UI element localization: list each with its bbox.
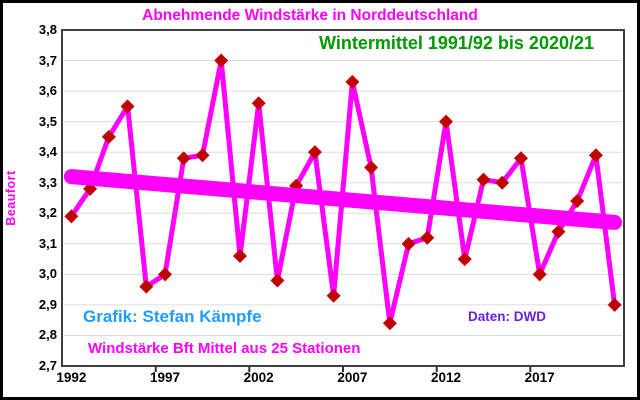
data-point-2009 <box>382 316 397 331</box>
data-point-2002 <box>251 96 266 111</box>
data-point-2010 <box>401 236 416 251</box>
data-point-1994 <box>101 129 116 144</box>
x-tick-label: 2012 <box>431 370 462 385</box>
data-point-2021 <box>607 297 622 312</box>
data-point-2007 <box>345 74 360 89</box>
data-point-2003 <box>270 273 285 288</box>
x-tick-label: 2017 <box>524 370 555 385</box>
x-tick-label: 2007 <box>337 370 368 385</box>
y-tick-label: 2,8 <box>38 327 57 343</box>
chart-subtitle: Wintermittel 1991/92 bis 2020/21 <box>319 33 594 53</box>
y-tick-label: 3,7 <box>38 52 57 68</box>
data-point-2017 <box>532 267 547 282</box>
y-tick-label: 3,8 <box>38 22 57 37</box>
y-tick-label: 3,3 <box>38 174 57 190</box>
y-tick-label: 3,1 <box>38 235 57 251</box>
chart-title: Abnehmende Windstärke in Norddeutschland <box>142 7 478 24</box>
data-point-2015 <box>495 175 510 190</box>
data-point-1996 <box>139 279 154 294</box>
y-tick-label: 3,6 <box>38 83 57 99</box>
data-point-2011 <box>420 230 435 245</box>
credit-text: Grafik: Stefan Kämpfe <box>83 307 262 326</box>
data-point-1998 <box>176 151 191 166</box>
chart-canvas <box>61 29 625 372</box>
y-tick-label: 3,2 <box>38 205 57 221</box>
data-point-1997 <box>158 267 173 282</box>
x-tick-label: 2002 <box>243 370 274 385</box>
x-tick-label: 1992 <box>56 370 87 385</box>
series-caption-text: Windstärke Bft Mittel aus 25 Stationen <box>88 340 361 357</box>
y-tick-label: 3,4 <box>38 144 57 160</box>
data-point-2001 <box>232 249 247 264</box>
x-tick-label: 1997 <box>150 370 181 385</box>
data-point-2005 <box>307 145 322 160</box>
data-point-1995 <box>120 99 135 114</box>
trend-line <box>63 169 623 230</box>
data-point-2014 <box>476 172 491 187</box>
y-tick-label: 3,0 <box>38 266 57 282</box>
data-point-2018 <box>551 224 566 239</box>
y-tick-label: 2,7 <box>38 358 57 373</box>
data-point-2012 <box>439 114 454 129</box>
data-source-text: Daten: DWD <box>468 309 546 324</box>
y-tick-label: 2,9 <box>38 296 57 312</box>
data-point-1999 <box>195 148 210 163</box>
data-point-2013 <box>457 252 472 267</box>
data-point-2020 <box>588 148 603 163</box>
data-line <box>69 58 618 326</box>
data-point-2006 <box>326 288 341 303</box>
plot-frame <box>61 29 625 367</box>
data-point-2019 <box>570 194 585 209</box>
data-point-2000 <box>214 53 229 68</box>
y-tick-label: 3,5 <box>38 113 57 129</box>
data-point-2008 <box>364 160 379 175</box>
data-point-2016 <box>513 151 528 166</box>
data-point-1992 <box>64 209 79 224</box>
